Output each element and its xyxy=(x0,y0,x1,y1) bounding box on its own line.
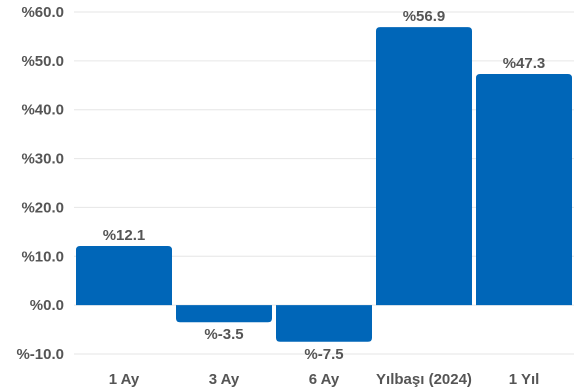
x-category-label: 1 Yıl xyxy=(509,371,540,388)
x-category-label: Yılbaşı (2024) xyxy=(376,371,472,388)
bar-yılbaşı-2024- xyxy=(376,27,472,306)
data-label: %56.9 xyxy=(403,8,446,25)
data-label: %47.3 xyxy=(503,55,546,72)
bars xyxy=(76,27,572,342)
data-label: %-7.5 xyxy=(304,346,343,363)
y-tick-label: %50.0 xyxy=(21,53,64,70)
y-tick-label: %10.0 xyxy=(21,248,64,265)
y-tick-label: %30.0 xyxy=(21,151,64,168)
bar-1-yıl xyxy=(476,74,572,306)
x-category-label: 6 Ay xyxy=(309,371,340,388)
y-tick-label: %20.0 xyxy=(21,199,64,216)
x-category-label: 3 Ay xyxy=(209,371,240,388)
y-tick-label: %60.0 xyxy=(21,4,64,21)
data-label: %-3.5 xyxy=(204,326,243,343)
bar-3-ay xyxy=(176,305,272,323)
y-tick-label: %-10.0 xyxy=(16,346,64,363)
data-labels: %12.1 %-3.5 %-7.5 %56.9 %47.3 xyxy=(103,8,546,363)
y-axis-tick-labels: %-10.0 %0.0 %10.0 %20.0 %30.0 %40.0 %50.0 %60.0 xyxy=(16,4,64,363)
y-tick-label: %40.0 xyxy=(21,102,64,119)
bar-6-ay xyxy=(276,305,372,342)
x-category-label: 1 Ay xyxy=(109,371,140,388)
data-label: %12.1 xyxy=(103,227,146,244)
y-tick-label: %0.0 xyxy=(30,297,64,314)
x-axis-category-labels: 1 Ay 3 Ay 6 Ay Yılbaşı (2024) 1 Yıl xyxy=(109,371,540,388)
bar-1-ay xyxy=(76,246,172,306)
